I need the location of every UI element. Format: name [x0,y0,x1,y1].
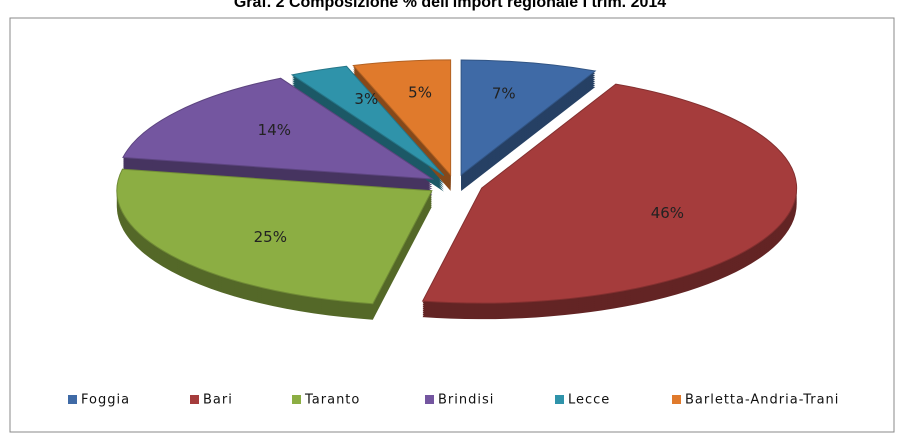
data-label: 5% [408,84,432,102]
data-label: 46% [651,204,684,222]
slice [116,168,433,305]
data-label: 3% [354,90,378,108]
legend-swatch [672,395,681,404]
data-label: 25% [254,228,287,246]
legend-swatch [425,395,434,404]
legend-swatch [190,395,199,404]
legend-label: Foggia [81,393,130,408]
slice [290,65,445,177]
data-label: 7% [492,85,516,103]
slice [352,59,452,177]
legend-label: Brindisi [438,393,494,408]
legend-label: Taranto [304,393,360,408]
legend-label: Bari [203,393,233,408]
legend-swatch [555,395,564,404]
legend-label: Lecce [568,393,610,408]
data-label: 14% [258,121,291,139]
chart-title: Graf. 2 Composizione % dell'import regio… [234,0,666,11]
legend-label: Barletta-Andria-Trani [685,393,839,408]
slice [460,59,597,177]
slice [122,77,435,180]
legend-swatch [292,395,301,404]
legend-swatch [68,395,77,404]
slice [421,83,798,304]
